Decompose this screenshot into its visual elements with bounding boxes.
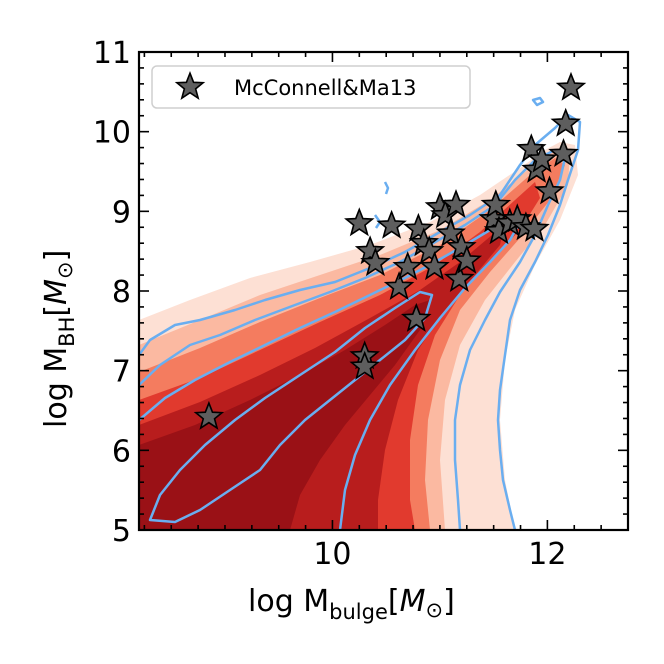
x-axis-label: log Mbulge[M⊙]	[248, 584, 455, 624]
x-label-bracket-open: [	[388, 584, 400, 619]
y-tick-label: 9	[112, 195, 131, 230]
contour-blob-top	[531, 96, 545, 107]
legend-label: McConnell&Ma13	[234, 76, 416, 100]
legend: McConnell&Ma13	[151, 65, 471, 109]
star-point-34	[557, 73, 585, 100]
x-tick-label: 10	[313, 537, 351, 572]
star-point-33	[551, 109, 580, 136]
y-tick-label: 11	[93, 36, 131, 71]
star-point-5	[345, 208, 374, 236]
density-fill	[139, 142, 578, 530]
legend-box	[151, 65, 471, 109]
y-label-bracket-close: ]	[39, 250, 74, 262]
svg-text:log MBH[M⊙]: log MBH[M⊙]	[39, 250, 79, 428]
y-label-sub: BH	[55, 317, 79, 347]
y-label-unit-symbol: ⊙	[53, 261, 77, 279]
x-label-main: log M	[248, 584, 329, 619]
y-tick-label: 7	[112, 355, 131, 390]
y-label-main: log M	[39, 347, 74, 428]
contour-inner	[148, 290, 434, 524]
axis-tick-labels: 10 12 5 6 7 8 9 10 11	[93, 36, 567, 572]
y-tick-label: 10	[93, 116, 131, 151]
y-tick-label: 6	[112, 434, 131, 469]
y-tick-label: 8	[112, 275, 131, 310]
x-label-unit: M	[400, 584, 426, 619]
y-tick-label: 5	[112, 514, 131, 549]
y-label-unit: M	[39, 279, 74, 305]
x-label-unit-symbol: ⊙	[426, 598, 444, 622]
contour-blob-2	[383, 181, 390, 195]
x-label-bracket-close: ]	[443, 584, 455, 619]
y-axis-label: log MBH[M⊙]	[39, 250, 79, 428]
star-point-8	[377, 211, 406, 238]
x-tick-label: 12	[528, 537, 566, 572]
axis-ticks	[139, 51, 629, 531]
x-label-sub: bulge	[329, 600, 388, 624]
svg-text:log Mbulge[M⊙]: log Mbulge[M⊙]	[248, 584, 455, 624]
y-label-bracket-open: [	[39, 305, 74, 317]
